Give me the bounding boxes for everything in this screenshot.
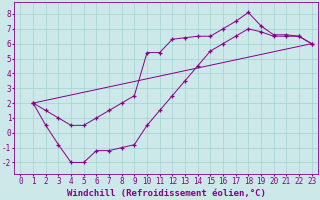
X-axis label: Windchill (Refroidissement éolien,°C): Windchill (Refroidissement éolien,°C) — [67, 189, 266, 198]
